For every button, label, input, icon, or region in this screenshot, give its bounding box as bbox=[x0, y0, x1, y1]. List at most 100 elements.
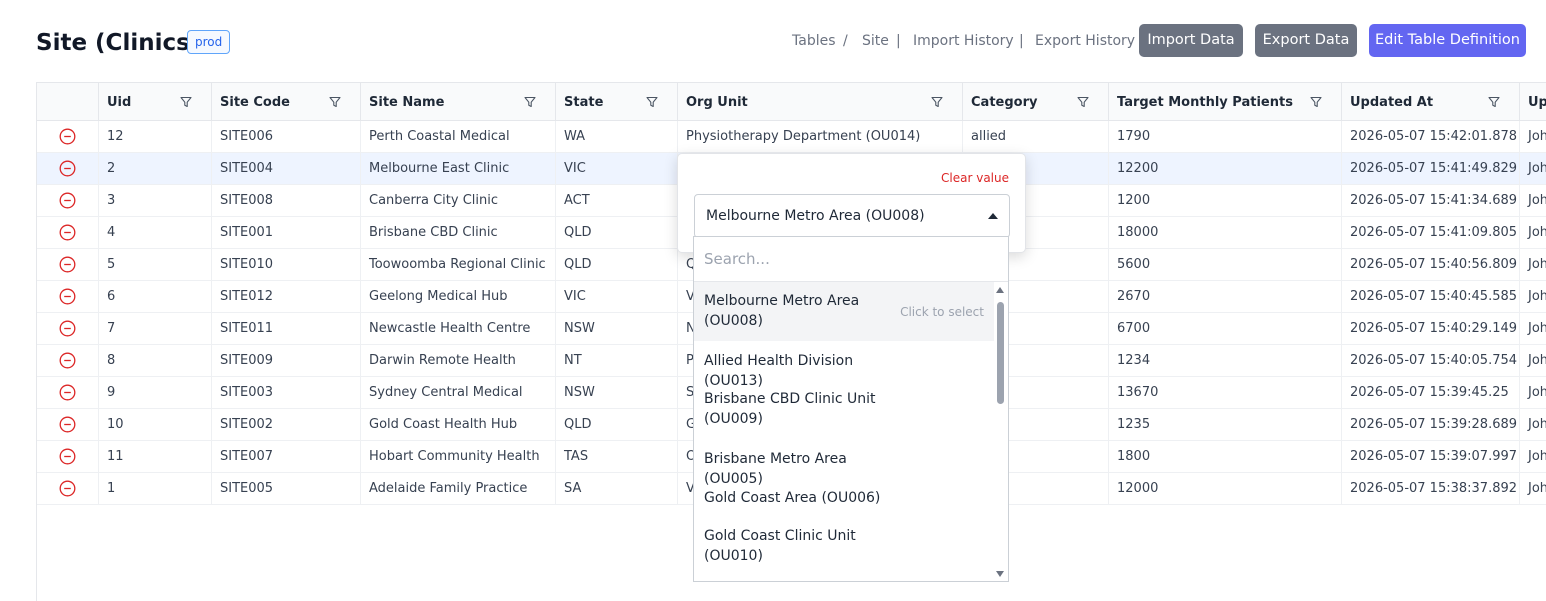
cell-updated-by[interactable]: Joh bbox=[1519, 409, 1546, 440]
cell-updated-by[interactable]: Joh bbox=[1519, 249, 1546, 280]
cell-updated-by[interactable]: Joh bbox=[1519, 473, 1546, 504]
cell-org-unit[interactable]: O bbox=[677, 441, 962, 472]
cell-updated-by[interactable]: Joh bbox=[1519, 345, 1546, 376]
cell-target-monthly-patients[interactable]: 12000 bbox=[1108, 473, 1341, 504]
cell-uid[interactable]: 6 bbox=[98, 281, 211, 312]
cell-updated-by[interactable]: Joh bbox=[1519, 121, 1546, 152]
cell-category[interactable]: allied bbox=[962, 121, 1108, 152]
cell-state[interactable]: QLD bbox=[555, 409, 677, 440]
filter-icon[interactable] bbox=[646, 96, 658, 108]
cell-updated-by[interactable]: Joh bbox=[1519, 217, 1546, 248]
cell-updated-by[interactable]: Joh bbox=[1519, 313, 1546, 344]
delete-row-icon[interactable] bbox=[59, 320, 76, 337]
cell-uid[interactable]: 11 bbox=[98, 441, 211, 472]
cell-site-name[interactable]: Gold Coast Health Hub bbox=[360, 409, 555, 440]
import-data-button[interactable]: Import Data bbox=[1139, 24, 1243, 57]
nav-link-tables[interactable]: Tables bbox=[792, 33, 836, 49]
cell-target-monthly-patients[interactable]: 2670 bbox=[1108, 281, 1341, 312]
cell-org-unit[interactable]: N bbox=[677, 313, 962, 344]
cell-updated-by[interactable]: Joh bbox=[1519, 281, 1546, 312]
dropdown-option[interactable]: Melbourne Metro Area (OU008) Click to sel… bbox=[694, 282, 994, 341]
cell-org-unit[interactable]: V bbox=[677, 281, 962, 312]
column-header-updated-at[interactable]: Updated At bbox=[1341, 83, 1519, 121]
cell-uid[interactable]: 8 bbox=[98, 345, 211, 376]
dropdown-scrollbar[interactable] bbox=[994, 282, 1008, 581]
org-unit-select[interactable]: Melbourne Metro Area (OU008) bbox=[694, 194, 1010, 238]
delete-row-icon[interactable] bbox=[59, 416, 76, 433]
cell-updated-by[interactable]: Joh bbox=[1519, 441, 1546, 472]
filter-icon[interactable] bbox=[329, 96, 341, 108]
cell-updated-at[interactable]: 2026-05-07 15:39:07.997 bbox=[1341, 441, 1519, 472]
cell-updated-by[interactable]: Joh bbox=[1519, 185, 1546, 216]
cell-uid[interactable]: 9 bbox=[98, 377, 211, 408]
cell-target-monthly-patients[interactable]: 6700 bbox=[1108, 313, 1341, 344]
cell-site-name[interactable]: Brisbane CBD Clinic bbox=[360, 217, 555, 248]
cell-updated-at[interactable]: 2026-05-07 15:41:49.829 bbox=[1341, 153, 1519, 184]
delete-row-icon[interactable] bbox=[59, 160, 76, 177]
cell-site-name[interactable]: Sydney Central Medical bbox=[360, 377, 555, 408]
nav-link-import-history[interactable]: Import History bbox=[913, 33, 1014, 49]
dropdown-option[interactable]: Gold Coast Clinic Unit (OU010) bbox=[694, 517, 994, 576]
cell-site-name[interactable]: Perth Coastal Medical bbox=[360, 121, 555, 152]
cell-site-name[interactable]: Geelong Medical Hub bbox=[360, 281, 555, 312]
cell-site-code[interactable]: SITE002 bbox=[211, 409, 360, 440]
cell-site-name[interactable]: Canberra City Clinic bbox=[360, 185, 555, 216]
cell-target-monthly-patients[interactable]: 1200 bbox=[1108, 185, 1341, 216]
cell-target-monthly-patients[interactable]: 1234 bbox=[1108, 345, 1341, 376]
column-header-target-monthly-patients[interactable]: Target Monthly Patients bbox=[1108, 83, 1341, 121]
cell-state[interactable]: SA bbox=[555, 473, 677, 504]
column-header-org-unit[interactable]: Org Unit bbox=[677, 83, 962, 121]
column-header-uid[interactable]: Uid bbox=[98, 83, 211, 121]
cell-uid[interactable]: 3 bbox=[98, 185, 211, 216]
cell-state[interactable]: WA bbox=[555, 121, 677, 152]
cell-updated-at[interactable]: 2026-05-07 15:40:29.149 bbox=[1341, 313, 1519, 344]
edit-table-definition-button[interactable]: Edit Table Definition bbox=[1369, 24, 1526, 57]
cell-site-code[interactable]: SITE007 bbox=[211, 441, 360, 472]
cell-target-monthly-patients[interactable]: 12200 bbox=[1108, 153, 1341, 184]
cell-site-code[interactable]: SITE010 bbox=[211, 249, 360, 280]
cell-site-code[interactable]: SITE011 bbox=[211, 313, 360, 344]
cell-state[interactable]: QLD bbox=[555, 249, 677, 280]
cell-site-code[interactable]: SITE006 bbox=[211, 121, 360, 152]
cell-state[interactable]: NSW bbox=[555, 377, 677, 408]
cell-org-unit[interactable]: Q bbox=[677, 249, 962, 280]
cell-site-code[interactable]: SITE009 bbox=[211, 345, 360, 376]
cell-updated-by[interactable]: Joh bbox=[1519, 377, 1546, 408]
cell-site-code[interactable]: SITE012 bbox=[211, 281, 360, 312]
cell-target-monthly-patients[interactable]: 1790 bbox=[1108, 121, 1341, 152]
cell-site-name[interactable]: Hobart Community Health bbox=[360, 441, 555, 472]
scroll-down-arrow-icon[interactable] bbox=[996, 571, 1004, 577]
cell-state[interactable]: NT bbox=[555, 345, 677, 376]
cell-site-name[interactable]: Toowoomba Regional Clinic bbox=[360, 249, 555, 280]
cell-uid[interactable]: 10 bbox=[98, 409, 211, 440]
cell-target-monthly-patients[interactable]: 5600 bbox=[1108, 249, 1341, 280]
cell-state[interactable]: VIC bbox=[555, 153, 677, 184]
dropdown-option[interactable]: Gold Coast Area (OU006) bbox=[694, 478, 994, 517]
cell-updated-at[interactable]: 2026-05-07 15:41:34.689 bbox=[1341, 185, 1519, 216]
cell-state[interactable]: QLD bbox=[555, 217, 677, 248]
dropdown-search-input[interactable] bbox=[694, 237, 1008, 282]
table-row[interactable]: 12 SITE006 Perth Coastal Medical WA Physioth… bbox=[37, 121, 1546, 153]
cell-site-name[interactable]: Melbourne East Clinic bbox=[360, 153, 555, 184]
cell-target-monthly-patients[interactable]: 1800 bbox=[1108, 441, 1341, 472]
filter-icon[interactable] bbox=[524, 96, 536, 108]
delete-row-icon[interactable] bbox=[59, 128, 76, 145]
cell-site-name[interactable]: Adelaide Family Practice bbox=[360, 473, 555, 504]
cell-updated-at[interactable]: 2026-05-07 15:39:28.689 bbox=[1341, 409, 1519, 440]
cell-updated-at[interactable]: 2026-05-07 15:38:37.892 bbox=[1341, 473, 1519, 504]
delete-row-icon[interactable] bbox=[59, 192, 76, 209]
cell-updated-at[interactable]: 2026-05-07 15:39:45.25 bbox=[1341, 377, 1519, 408]
filter-icon[interactable] bbox=[1488, 96, 1500, 108]
column-header-state[interactable]: State bbox=[555, 83, 677, 121]
cell-site-code[interactable]: SITE008 bbox=[211, 185, 360, 216]
nav-link-export-history[interactable]: Export History bbox=[1035, 33, 1136, 49]
clear-value-link[interactable]: Clear value bbox=[941, 171, 1009, 185]
column-header-category[interactable]: Category bbox=[962, 83, 1108, 121]
filter-icon[interactable] bbox=[180, 96, 192, 108]
cell-updated-by[interactable]: Joh bbox=[1519, 153, 1546, 184]
cell-uid[interactable]: 7 bbox=[98, 313, 211, 344]
cell-state[interactable]: TAS bbox=[555, 441, 677, 472]
cell-site-code[interactable]: SITE001 bbox=[211, 217, 360, 248]
delete-row-icon[interactable] bbox=[59, 352, 76, 369]
cell-state[interactable]: ACT bbox=[555, 185, 677, 216]
